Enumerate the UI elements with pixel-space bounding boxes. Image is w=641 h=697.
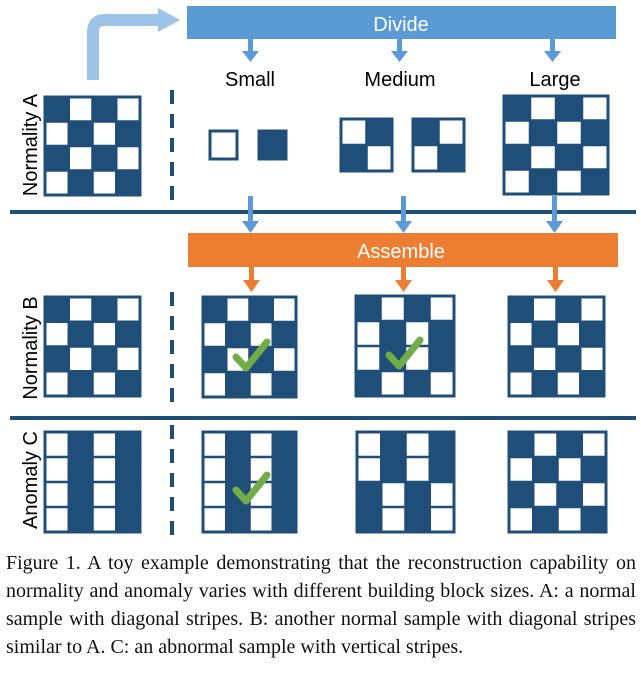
block-small-filled: [257, 129, 288, 161]
arrow-down-icon: [544, 51, 561, 62]
assemble-bar: [188, 233, 618, 267]
arrow-down-icon: [391, 51, 408, 62]
recon-c-medium: [355, 430, 456, 534]
arrow-down-icon: [395, 280, 412, 292]
sample-grid-anomaly-c: [43, 430, 142, 534]
checkmarks: [232, 336, 424, 505]
scale-medium-label: Medium: [364, 69, 435, 91]
connector-arrowhead: [158, 8, 180, 32]
scale-large-label: Large: [529, 69, 580, 91]
checkmark-icon: [232, 338, 271, 372]
sample-grid-normality-b: [43, 295, 142, 398]
connector-arrow-a-to-divide: [87, 14, 160, 80]
to-assemble-arrows: [242, 196, 563, 233]
arrow-down-icon: [546, 221, 563, 233]
recon-b-small: [201, 295, 298, 399]
recon-b-medium: [354, 294, 456, 398]
pattern-grids: [43, 94, 610, 534]
arrow-down-icon: [547, 280, 564, 292]
assemble-arrows: [243, 267, 564, 292]
figure-caption: Figure 1. A toy example demonstrating th…: [6, 552, 636, 658]
recon-b-large: [507, 295, 606, 398]
row-label-anomaly-c: Anomaly C: [20, 431, 42, 529]
figure-diagram: Divide Assemble Small Medium Large Norma…: [10, 6, 636, 535]
divide-bar: [187, 6, 616, 39]
block-medium-1: [339, 117, 394, 173]
checkmark-icon: [385, 336, 424, 370]
arrow-down-icon: [395, 221, 412, 233]
divide-arrows: [242, 39, 561, 62]
recon-c-small: [201, 430, 298, 534]
row-label-normality-a: Normality A: [20, 93, 42, 196]
arrow-down-icon: [242, 51, 259, 62]
checkmark-icon: [232, 471, 271, 505]
block-small-empty: [208, 129, 239, 161]
block-large: [502, 94, 610, 196]
row-label-normality-b: Normality B: [20, 296, 42, 399]
divide-label: Divide: [373, 14, 429, 36]
scale-small-label: Small: [225, 69, 275, 91]
sample-grid-normality-a: [43, 95, 142, 197]
recon-c-large: [507, 430, 608, 534]
arrow-down-icon: [243, 280, 260, 292]
assemble-label: Assemble: [357, 241, 445, 263]
block-medium-2: [411, 117, 466, 173]
arrow-down-icon: [242, 221, 259, 233]
